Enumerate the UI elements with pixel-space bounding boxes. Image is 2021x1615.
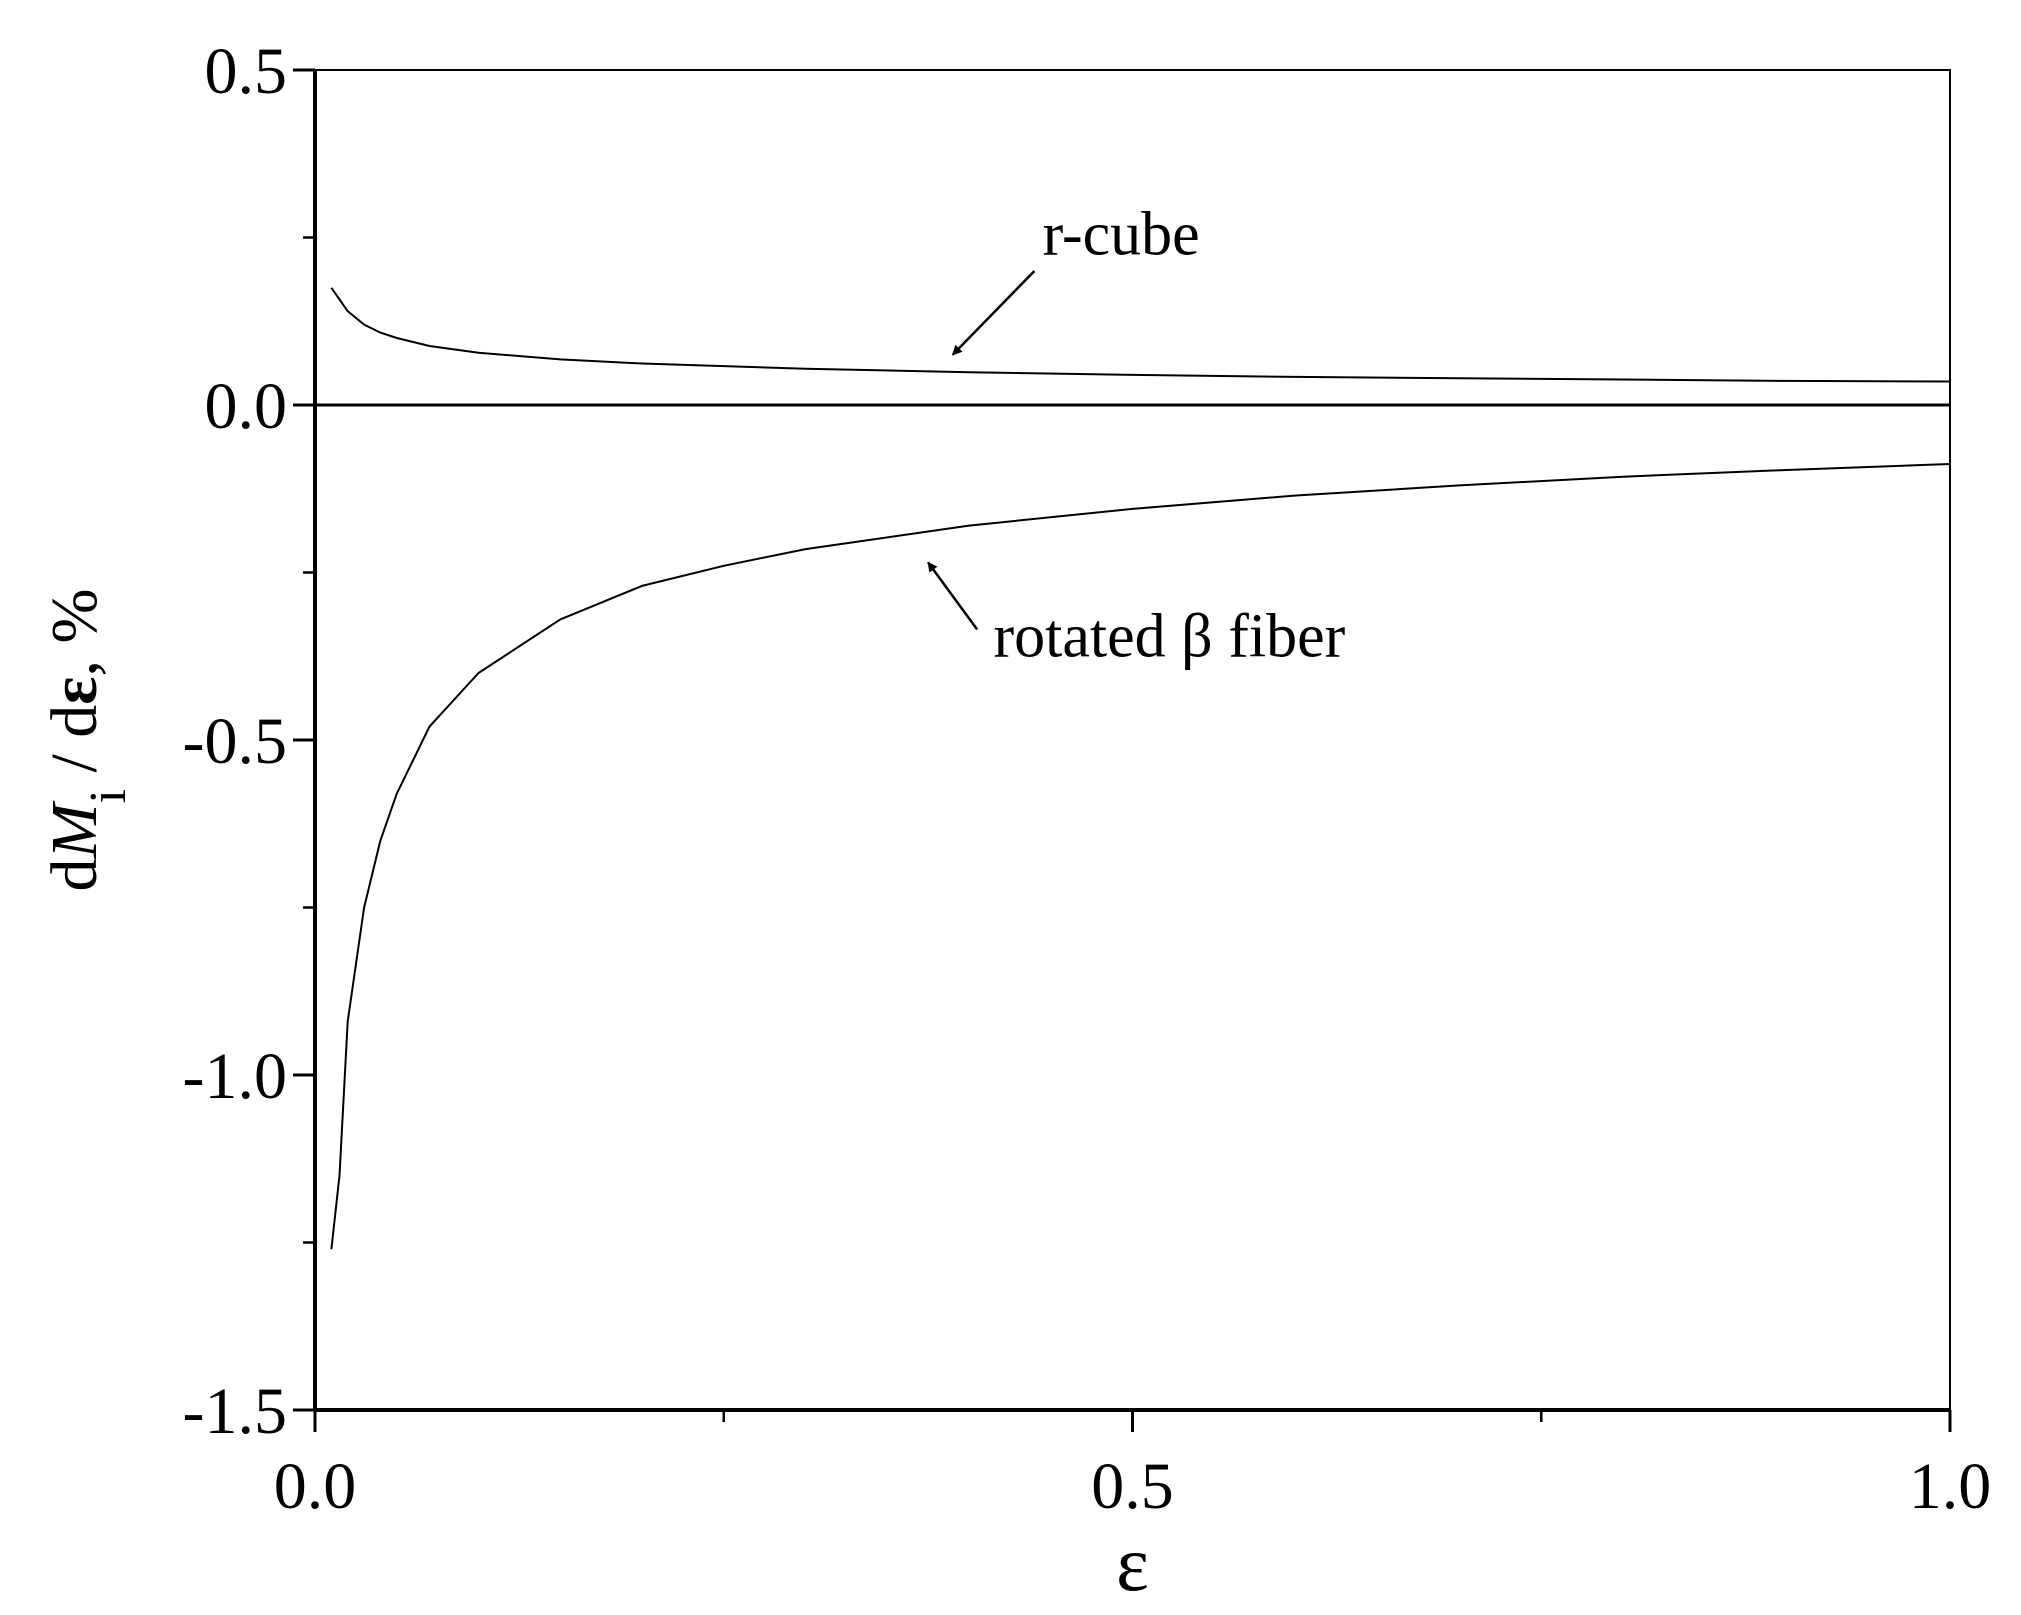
y-axis-title: dMi / dε, % xyxy=(38,589,137,892)
series-line-1 xyxy=(330,463,1951,1250)
annotation-arrow xyxy=(927,561,979,631)
x-tick-label: 0.0 xyxy=(274,1450,357,1523)
axis-tick-labels: 0.50.0-0.5-1.0-1.50.0 0.5 1.0 xyxy=(183,35,1992,1523)
y-axis-title-epsilon: ε xyxy=(38,677,111,705)
series-line-0 xyxy=(330,287,1951,383)
y-tick-label: -0.5 xyxy=(183,705,287,778)
y-tick-label: -1.0 xyxy=(183,1040,287,1113)
y-tick-label: -1.5 xyxy=(183,1375,287,1448)
y-axis-title-part: , % xyxy=(38,589,111,677)
annotation-label: rotated β fiber xyxy=(994,602,1346,670)
x-tick-label: 0.5 xyxy=(1091,1450,1174,1523)
series-layer xyxy=(330,287,1951,1250)
y-axis-title-symbol: M xyxy=(38,799,111,859)
axis-ticks xyxy=(293,68,1952,1432)
annotation-arrow xyxy=(951,270,1036,356)
y-axis-title-subscript: i xyxy=(80,789,137,803)
x-tick-label: 1.0 xyxy=(1909,1450,1992,1523)
annotations: r-cube rotated β fiber xyxy=(927,200,1346,670)
y-axis-title-part: / d xyxy=(38,705,111,789)
annotation-label: r-cube xyxy=(1043,200,1200,268)
x-axis-title: ε xyxy=(1116,1520,1149,1607)
y-tick-label: 0.5 xyxy=(205,35,288,108)
y-tick-label: 0.0 xyxy=(205,370,288,443)
y-axis-title-part: d xyxy=(38,858,111,891)
